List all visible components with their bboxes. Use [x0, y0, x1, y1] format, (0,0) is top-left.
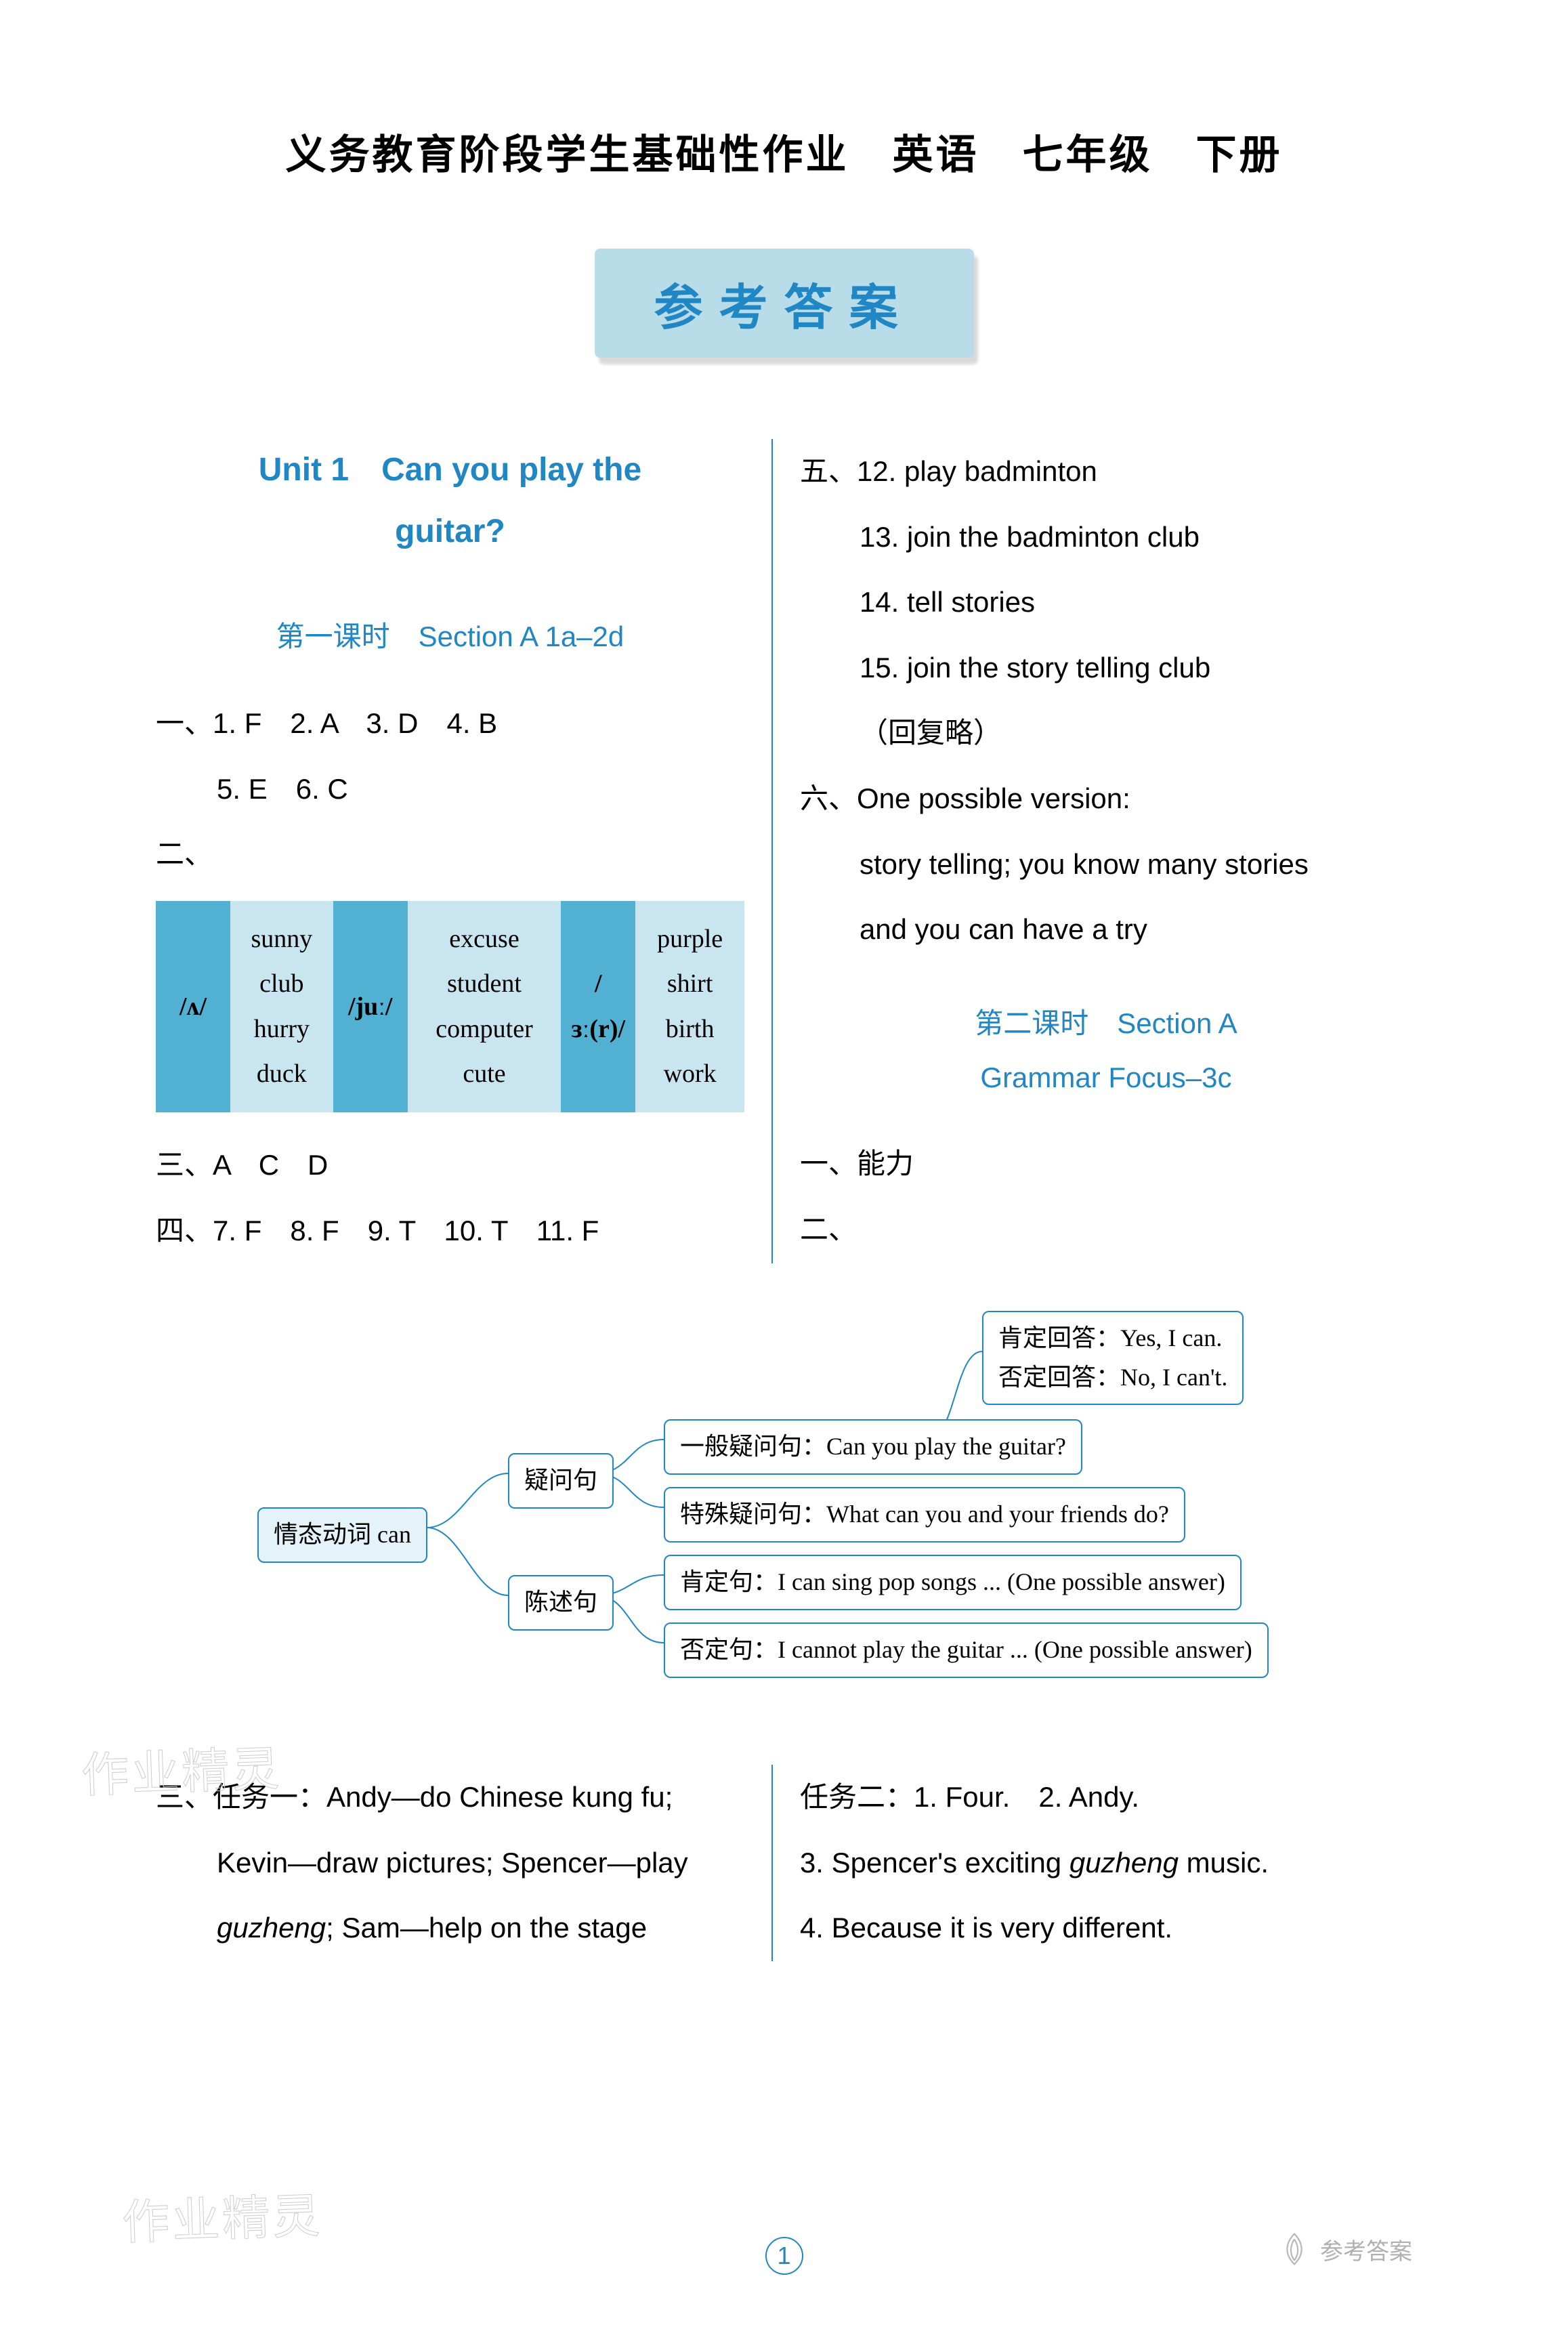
grammar-diagram: 情态动词 can 疑问句 陈述句 肯定回答：Yes, I can. 否定回答：N…	[156, 1304, 1412, 1724]
phon-c1: sunny club hurry duck	[230, 901, 333, 1112]
q1-line2: 5. E 6. C	[156, 757, 744, 822]
node-special: 特殊疑问句：What can you and your friends do?	[664, 1487, 1185, 1543]
node-yes: 肯定回答：Yes, I can.	[998, 1324, 1222, 1351]
footer-label: 参考答案	[1275, 2230, 1412, 2268]
unit-title-line1: Unit 1 Can you play the	[259, 452, 641, 488]
page-number-wrap: 1	[765, 2237, 803, 2275]
q3: 三、A C D	[156, 1133, 744, 1198]
footer-text: 参考答案	[1320, 2233, 1412, 2266]
b-left-l3b: ; Sam—help on the stage	[326, 1912, 647, 1944]
left-column: Unit 1 Can you play the guitar? 第一课时 Sec…	[156, 439, 771, 1263]
unit-title-line2: guitar?	[395, 513, 505, 549]
watermark-2: 作业精灵	[121, 2178, 323, 2253]
node-root: 情态动词 can	[257, 1507, 427, 1563]
page-number: 1	[765, 2237, 803, 2275]
bottom-left: 三、任务一：Andy—do Chinese kung fu; Kevin—dra…	[156, 1765, 771, 1961]
answer-banner: 参考答案	[595, 249, 974, 358]
b-right-l1: 任务二：1. Four. 2. Andy.	[800, 1765, 1412, 1830]
bottom-two-col: 三、任务一：Andy—do Chinese kung fu; Kevin—dra…	[156, 1765, 1412, 1961]
phonetics-table: /ʌ/ sunny club hurry duck /juː/ excuse s…	[156, 901, 744, 1112]
q4: 四、7. F 8. F 9. T 10. T 11. F	[156, 1198, 744, 1264]
phon-h1: /ʌ/	[156, 901, 230, 1112]
q5-12: 五、12. play badminton	[800, 439, 1412, 505]
q5-15: 15. join the story telling club	[800, 635, 1412, 701]
q1-r: 一、能力	[800, 1131, 1412, 1197]
node-statement: 陈述句	[508, 1575, 614, 1631]
lesson2-title: 第二课时 Section A Grammar Focus–3c	[800, 996, 1412, 1105]
q1-line1: 一、1. F 2. A 3. D 4. B	[156, 691, 744, 757]
page-title: 义务教育阶段学生基础性作业 英语 七年级 下册	[156, 122, 1412, 181]
b-right-l2c: music.	[1179, 1847, 1269, 1879]
q5-14: 14. tell stories	[800, 570, 1412, 635]
node-general: 一般疑问句：Can you play the guitar?	[664, 1419, 1082, 1475]
b-left-l3a: guzheng	[217, 1912, 326, 1944]
lesson2-line1: 第二课时 Section A	[975, 1007, 1237, 1039]
two-column-layout: Unit 1 Can you play the guitar? 第一课时 Sec…	[156, 439, 1412, 1263]
q2-label: 二、	[156, 822, 744, 887]
q5-note: （回复略）	[800, 700, 1412, 766]
phon-h2: /juː/	[333, 901, 408, 1112]
b-left-l1: 三、任务一：Andy—do Chinese kung fu;	[156, 1765, 744, 1830]
lesson1-title: 第一课时 Section A 1a–2d	[156, 610, 744, 664]
b-left-l2: Kevin—draw pictures; Spencer—play	[156, 1830, 744, 1896]
q2-r: 二、	[800, 1197, 1412, 1263]
node-question: 疑问句	[508, 1453, 614, 1509]
unit-title: Unit 1 Can you play the guitar?	[156, 439, 744, 562]
q5-13: 13. join the badminton club	[800, 505, 1412, 570]
node-no: 否定回答：No, I can't.	[998, 1364, 1227, 1391]
q6-b: story telling; you know many stories	[800, 832, 1412, 898]
b-right-l2: 3. Spencer's exciting guzheng music.	[800, 1830, 1412, 1896]
q6-a: 六、One possible version:	[800, 766, 1412, 832]
lesson2-line2: Grammar Focus–3c	[980, 1062, 1231, 1093]
b-right-l3: 4. Because it is very different.	[800, 1895, 1412, 1961]
phon-c2: excuse student computer cute	[408, 901, 561, 1112]
node-neg: 否定句：I cannot play the guitar ... (One po…	[664, 1622, 1269, 1678]
b-right-l2b: guzheng	[1069, 1847, 1179, 1879]
bottom-right: 任务二：1. Four. 2. Andy. 3. Spencer's excit…	[771, 1765, 1412, 1961]
node-yes-no: 肯定回答：Yes, I can. 否定回答：No, I can't.	[982, 1311, 1244, 1405]
phon-c3: purple shirt birth work	[635, 901, 744, 1112]
b-left-l3: guzheng; Sam—help on the stage	[156, 1895, 744, 1961]
right-column: 五、12. play badminton 13. join the badmin…	[771, 439, 1412, 1263]
q6-c: and you can have a try	[800, 897, 1412, 963]
phon-h3: /ɜː(r)/	[561, 901, 635, 1112]
b-right-l2a: 3. Spencer's exciting	[800, 1847, 1069, 1879]
node-affirm: 肯定句：I can sing pop songs ... (One possib…	[664, 1555, 1242, 1610]
leaf-icon	[1275, 2230, 1313, 2268]
